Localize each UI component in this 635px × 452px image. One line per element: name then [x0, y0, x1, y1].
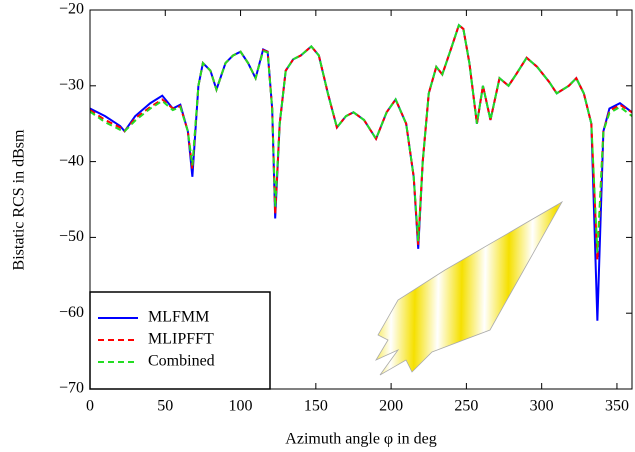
y-tick-label: −40	[59, 152, 84, 169]
x-tick-label: 250	[454, 398, 478, 415]
x-axis-label: Azimuth angle φ in deg	[285, 431, 436, 448]
x-tick-label: 50	[157, 398, 173, 415]
legend-label: MLFMM	[148, 309, 209, 326]
x-tick-label: 100	[229, 398, 253, 415]
x-tick-label: 200	[379, 398, 403, 415]
y-tick-label: −70	[59, 380, 84, 397]
y-axis-label: Bistatic RCS in dBsm	[11, 129, 28, 270]
x-tick-label: 0	[86, 398, 94, 415]
inset-aircraft	[374, 200, 564, 376]
x-tick-label: 300	[530, 398, 554, 415]
plot-frame	[89, 9, 633, 390]
legend-label: Combined	[148, 353, 215, 370]
x-tick-label: 150	[304, 398, 328, 415]
y-tick-label: −50	[59, 228, 84, 245]
y-tick-label: −60	[59, 304, 84, 321]
y-tick-label: −30	[59, 76, 84, 93]
line-series	[89, 23, 633, 253]
line-series	[89, 23, 633, 261]
line-series	[89, 23, 633, 321]
y-tick-label: −20	[59, 1, 84, 18]
legend-label: MLIPFFT	[148, 331, 214, 348]
x-tick-label: 350	[605, 398, 629, 415]
